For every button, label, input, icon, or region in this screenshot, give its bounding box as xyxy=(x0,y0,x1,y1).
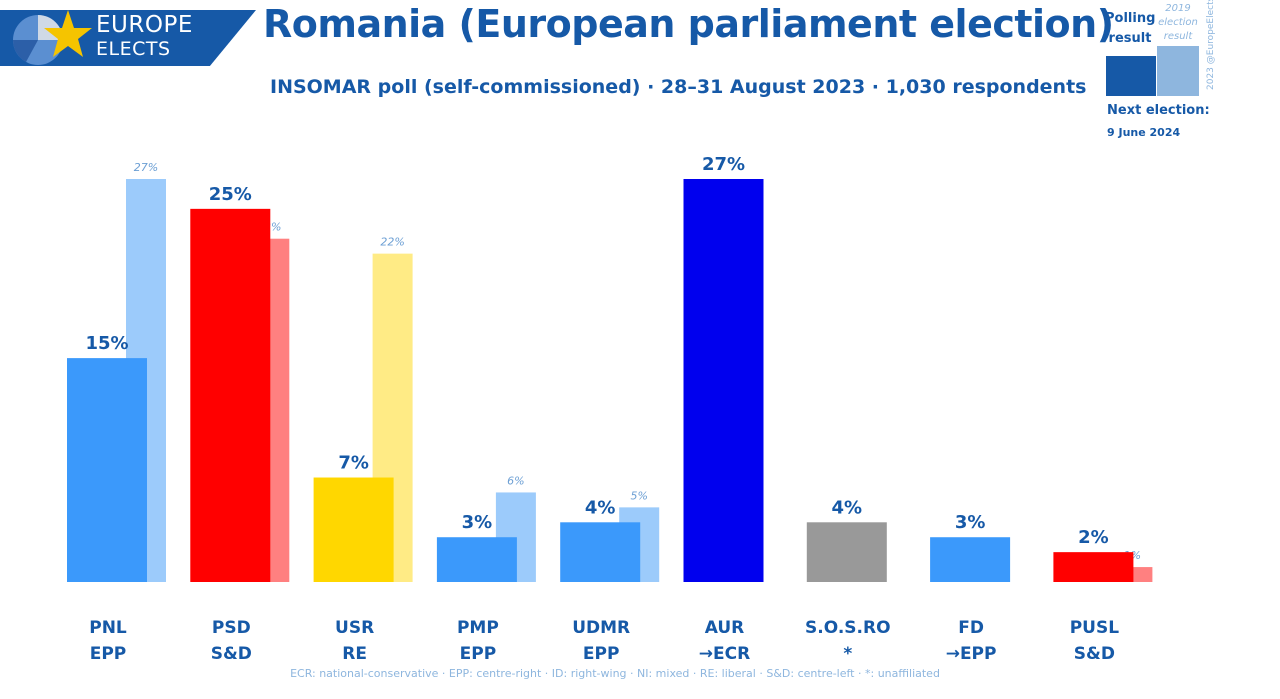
group-label-psd: S&D xyxy=(211,644,252,664)
legend-polling-swatch xyxy=(1106,56,1156,96)
category-label-s-o-s-ro: S.O.S.RO xyxy=(805,618,890,638)
poll-subtitle: INSOMAR poll (self-commissioned) · 28–31… xyxy=(270,76,1087,98)
next-election-label: Next election: xyxy=(1107,103,1210,118)
poll-label-pmp: 3% xyxy=(462,512,493,533)
group-label-pmp: EPP xyxy=(460,644,497,664)
legend-election-swatch xyxy=(1157,46,1199,96)
group-label-usr: RE xyxy=(342,644,367,664)
poll-bar-psd xyxy=(190,208,271,582)
category-label-psd: PSD xyxy=(212,618,251,638)
logo-line1: EUROPE xyxy=(96,12,193,38)
group-label-fd: →EPP xyxy=(946,644,997,664)
poll-bar-fd xyxy=(930,537,1011,582)
group-label-s-o-s-ro: * xyxy=(843,644,852,664)
category-label-fd: FD xyxy=(958,618,984,638)
poll-label-pusl: 2% xyxy=(1078,527,1109,548)
election-label-usr: 22% xyxy=(380,236,404,249)
legend-polling-label: Polling result xyxy=(1105,11,1156,46)
page-title: Romania (European parliament election) xyxy=(263,2,1114,46)
poll-label-s-o-s-ro: 4% xyxy=(832,497,863,518)
group-label-pnl: EPP xyxy=(90,644,127,664)
category-label-udmr: UDMR xyxy=(572,618,630,638)
election-label-udmr: 5% xyxy=(630,489,647,502)
poll-bar-aur xyxy=(683,179,764,582)
legend-election-label: 2019 election result xyxy=(1158,3,1198,42)
poll-bar-pusl xyxy=(1053,552,1134,582)
poll-label-fd: 3% xyxy=(955,512,986,533)
group-footnote: ECR: national-conservative · EPP: centre… xyxy=(290,667,940,680)
category-label-pmp: PMP xyxy=(457,618,499,638)
group-label-aur: →ECR xyxy=(699,644,750,664)
poll-label-pnl: 15% xyxy=(85,333,128,354)
poll-bar-udmr xyxy=(560,522,641,582)
category-label-aur: AUR xyxy=(705,618,745,638)
poll-label-udmr: 4% xyxy=(585,497,616,518)
group-label-udmr: EPP xyxy=(583,644,620,664)
poll-label-aur: 27% xyxy=(702,154,745,175)
poll-bar-pnl xyxy=(67,358,147,582)
poll-bar-s-o-s-ro xyxy=(806,522,887,582)
group-label-pusl: S&D xyxy=(1074,644,1115,664)
category-label-pnl: PNL xyxy=(89,618,127,638)
poll-bar-pmp xyxy=(436,537,517,582)
category-label-pusl: PUSL xyxy=(1070,618,1120,638)
category-label-usr: USR xyxy=(335,618,374,638)
next-election-date: 9 June 2024 xyxy=(1107,126,1181,139)
poll-label-psd: 25% xyxy=(209,184,252,205)
logo-line2: ELECTS xyxy=(96,38,171,60)
poll-bar-usr xyxy=(313,477,394,582)
election-label-pmp: 6% xyxy=(507,474,524,487)
europe-elects-logo-icon xyxy=(12,10,92,65)
election-label-pnl: 27% xyxy=(134,161,158,174)
poll-label-usr: 7% xyxy=(338,453,369,474)
